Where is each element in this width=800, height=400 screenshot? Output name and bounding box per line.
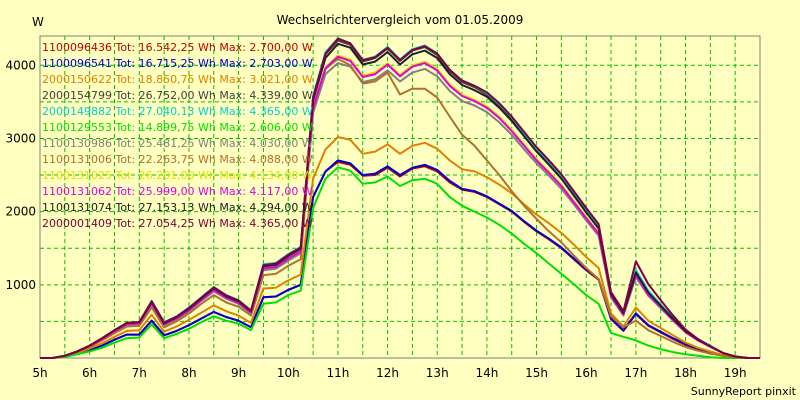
series-line-8 — [40, 57, 760, 359]
legend-entry-11: 1100131074 Tot: 27.153,13 Wh Max: 4.294,… — [42, 201, 313, 214]
y-axis-label: W — [32, 15, 44, 29]
x-tick-label: 17h — [624, 366, 647, 380]
footer-credit: SunnyReport pinxit — [691, 385, 797, 398]
x-tick-label: 5h — [32, 366, 47, 380]
legend-entry-10: 1100131062 Tot: 25.999,00 Wh Max: 4.117,… — [42, 185, 313, 198]
y-tick-labels: 1000 2000 3000 4000 — [5, 58, 36, 292]
y-tick-label: 3000 — [5, 131, 36, 145]
legend-entry-2: 1100096541 Tot: 16.715,25 Wh Max: 2.703,… — [42, 57, 313, 70]
legend-entry-12: 2000001409 Tot: 27.054,25 Wh Max: 4.365,… — [42, 217, 313, 230]
x-tick-label: 12h — [376, 366, 399, 380]
x-tick-label: 8h — [181, 366, 196, 380]
legend-entry-6: 1100129553 Tot: 14.899,75 Wh Max: 2.606,… — [42, 121, 313, 134]
series-layer — [40, 37, 760, 359]
legend-entry-9: 1100131025 Tot: 26.201,00 Wh Max: 4.134,… — [42, 169, 313, 182]
legend-entry-3: 2000150622 Tot: 18.850,75 Wh Max: 3.021,… — [42, 73, 313, 86]
y-tick-label: 4000 — [5, 58, 36, 72]
series-line-3 — [40, 136, 760, 359]
x-tick-label: 18h — [674, 366, 697, 380]
plot-area — [39, 35, 761, 359]
legend-entry-8: 1100131006 Tot: 22.263,75 Wh Max: 4.088,… — [42, 153, 313, 166]
x-tick-labels: 5h 6h 7h 8h 9h 10h 11h 12h 13h 14h 15h 16h 17h 18h 19h — [32, 366, 746, 380]
x-tick-label: 15h — [525, 366, 548, 380]
legend: 1100096436 Tot: 16.542,25 Wh Max: 2.700,… — [42, 41, 313, 230]
x-tick-label: 10h — [277, 366, 300, 380]
x-tick-label: 9h — [231, 366, 246, 380]
legend-entry-5: 2000149882 Tot: 27.040,13 Wh Max: 4.365,… — [42, 105, 313, 118]
x-tick-label: 16h — [575, 366, 598, 380]
series-line-2 — [40, 159, 760, 359]
x-tick-label: 14h — [475, 366, 498, 380]
series-line-6 — [40, 166, 760, 359]
x-tick-label: 6h — [82, 366, 97, 380]
x-tick-label: 13h — [426, 366, 449, 380]
legend-entry-1: 1100096436 Tot: 16.542,25 Wh Max: 2.700,… — [42, 41, 313, 54]
legend-entry-7: 1100130986 Tot: 25.481,25 Wh Max: 4.030,… — [42, 137, 313, 150]
y-tick-label: 2000 — [5, 205, 36, 219]
y-tick-label: 1000 — [5, 278, 36, 292]
chart-title: Wechselrichtervergleich vom 01.05.2009 — [277, 13, 524, 27]
x-tick-label: 7h — [132, 366, 147, 380]
legend-entry-4: 2000154799 Tot: 26.752,00 Wh Max: 4.339,… — [42, 89, 313, 102]
x-tick-label: 11h — [326, 366, 349, 380]
series-line-12 — [40, 37, 760, 359]
x-tick-label: 19h — [724, 366, 747, 380]
